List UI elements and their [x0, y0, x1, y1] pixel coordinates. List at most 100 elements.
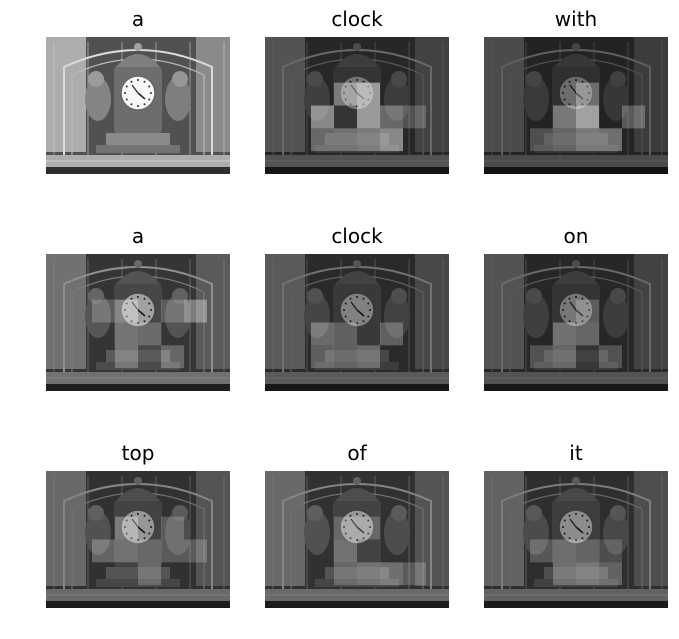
attention-cell [334, 82, 357, 106]
attention-overlay [530, 539, 622, 586]
panel-1: a [46, 4, 230, 174]
attention-cell [553, 128, 576, 152]
attention-cell [115, 539, 138, 563]
panel-title: on [563, 224, 589, 248]
attention-image [484, 254, 668, 391]
attention-cell [184, 539, 207, 563]
attention-cell [576, 128, 599, 152]
attention-cell [161, 516, 184, 540]
attention-cell [380, 562, 403, 586]
attention-cell [576, 539, 599, 563]
attention-overlay [530, 82, 645, 152]
attention-cell [334, 345, 357, 369]
clock-scene [46, 471, 230, 608]
attention-cell [311, 105, 334, 129]
clock-scene [265, 254, 449, 391]
attention-cell [599, 128, 622, 152]
attention-cell [599, 345, 622, 369]
attention-cell [334, 516, 357, 540]
attention-overlay [92, 516, 207, 586]
attention-image [46, 37, 230, 174]
attention-cell [311, 322, 334, 346]
attention-cell [311, 128, 334, 152]
panel-4: a [46, 221, 230, 391]
attention-overlay [311, 82, 426, 152]
attention-overlay [92, 299, 207, 369]
attention-cell [576, 562, 599, 586]
clock-scene [484, 254, 668, 391]
attention-cell [161, 299, 184, 323]
attention-cell [161, 539, 184, 563]
attention-cell [380, 105, 403, 129]
panel-9: it [484, 438, 668, 608]
attention-image [265, 254, 449, 391]
attention-cell [161, 345, 184, 369]
attention-cell [357, 516, 380, 540]
attention-image [265, 471, 449, 608]
clock-scene [46, 254, 230, 391]
attention-cell [115, 345, 138, 369]
panel-title: of [347, 441, 367, 465]
attention-cell [334, 322, 357, 346]
attention-cell [138, 562, 161, 586]
panel-title: a [131, 7, 145, 31]
attention-overlay [311, 322, 403, 369]
panel-7: top [46, 438, 230, 608]
panel-8: of [265, 438, 449, 608]
attention-cell [553, 105, 576, 129]
panel-3: with [484, 4, 668, 174]
attention-cell [553, 345, 576, 369]
attention-cell [553, 562, 576, 586]
attention-cell [530, 128, 553, 152]
attention-cell [530, 539, 553, 563]
attention-cell [115, 322, 138, 346]
attention-cell [115, 516, 138, 540]
attention-cell [357, 82, 380, 106]
attention-cell [184, 299, 207, 323]
attention-cell [357, 345, 380, 369]
attention-image [46, 254, 230, 391]
attention-cell [530, 345, 553, 369]
attention-cell [357, 128, 380, 152]
attention-cell [334, 539, 357, 563]
attention-cell [576, 82, 599, 106]
attention-cell [380, 128, 403, 152]
attention-cell [576, 322, 599, 346]
attention-cell [403, 105, 426, 129]
attention-cell [403, 562, 426, 586]
attention-cell [576, 105, 599, 129]
attention-image [484, 37, 668, 174]
attention-cell [92, 539, 115, 563]
panel-title: clock [331, 7, 383, 31]
attention-image [265, 37, 449, 174]
panel-title: top [121, 441, 155, 465]
attention-cell [138, 322, 161, 346]
panel-6: on [484, 221, 668, 391]
attention-overlay [334, 516, 426, 586]
panel-title: with [554, 7, 598, 31]
attention-cell [357, 562, 380, 586]
attention-image [46, 471, 230, 608]
attention-cell [311, 345, 334, 369]
attention-cell [622, 105, 645, 129]
panel-5: clock [265, 221, 449, 391]
panel-title: it [569, 441, 583, 465]
attention-cell [334, 562, 357, 586]
attention-cell [380, 322, 403, 346]
clock-scene [484, 471, 668, 608]
panel-2: clock [265, 4, 449, 174]
attention-cell [334, 128, 357, 152]
attention-cell [115, 299, 138, 323]
attention-cell [599, 539, 622, 563]
attention-overlay [530, 299, 622, 369]
attention-cell [576, 299, 599, 323]
attention-cell [553, 322, 576, 346]
attention-image [484, 471, 668, 608]
attention-cell [553, 539, 576, 563]
clock-scene [46, 37, 230, 174]
panel-title: a [131, 224, 145, 248]
attention-cell [92, 299, 115, 323]
attention-cell [357, 105, 380, 129]
attention-cell [138, 539, 161, 563]
attention-cell [599, 562, 622, 586]
